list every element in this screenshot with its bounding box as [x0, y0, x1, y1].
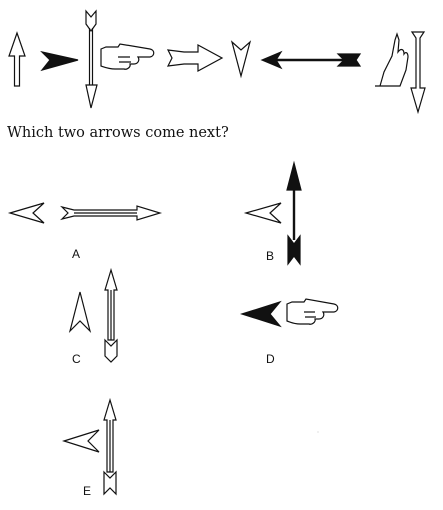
c-hollow-up-arrowhead-icon: [68, 291, 92, 333]
seq-solid-left-arrow-icon: [260, 50, 362, 70]
seq-hollow-down-arrow-icon: [410, 31, 426, 115]
seq-solid-right-arrowhead-icon: [40, 50, 79, 72]
option-label-b: B: [266, 249, 275, 263]
option-a-figure: [7, 202, 163, 224]
seq-pointing-hand-right-icon: [100, 43, 155, 70]
option-e-figure: [61, 397, 117, 496]
arrow-sequence: [8, 9, 426, 115]
seq-vertical-down-arrow-icon: [85, 9, 98, 109]
option-d-figure: [240, 298, 339, 328]
a-hollow-right-arrow-icon: [60, 205, 163, 221]
option-label-a: A: [72, 247, 81, 261]
option-label-e: E: [83, 484, 92, 498]
seq-hollow-fletched-right-arrow-icon: [166, 43, 224, 73]
option-label-d: D: [266, 352, 275, 366]
option-b-figure: [243, 160, 302, 266]
seq-hollow-down-arrowhead-icon: [230, 40, 252, 79]
b-hollow-left-arrowhead-icon: [243, 202, 282, 224]
e-hollow-up-arrow-icon: [103, 397, 117, 496]
seq-pointing-hand-up-icon: [375, 32, 409, 87]
option-label-c: C: [72, 352, 81, 366]
c-hollow-up-arrow-icon: [104, 267, 118, 363]
e-hollow-left-arrowhead-icon: [61, 429, 100, 453]
a-hollow-left-arrowhead-icon: [7, 202, 45, 224]
option-c-figure: [68, 267, 118, 363]
question-text: Which two arrows come next?: [7, 125, 229, 141]
d-solid-left-arrowhead-icon: [240, 300, 282, 328]
b-solid-up-arrow-icon: [286, 160, 302, 266]
seq-hollow-up-arrow-icon: [8, 31, 26, 87]
scan-dot: [317, 431, 319, 433]
d-pointing-hand-right-icon: [286, 298, 339, 325]
